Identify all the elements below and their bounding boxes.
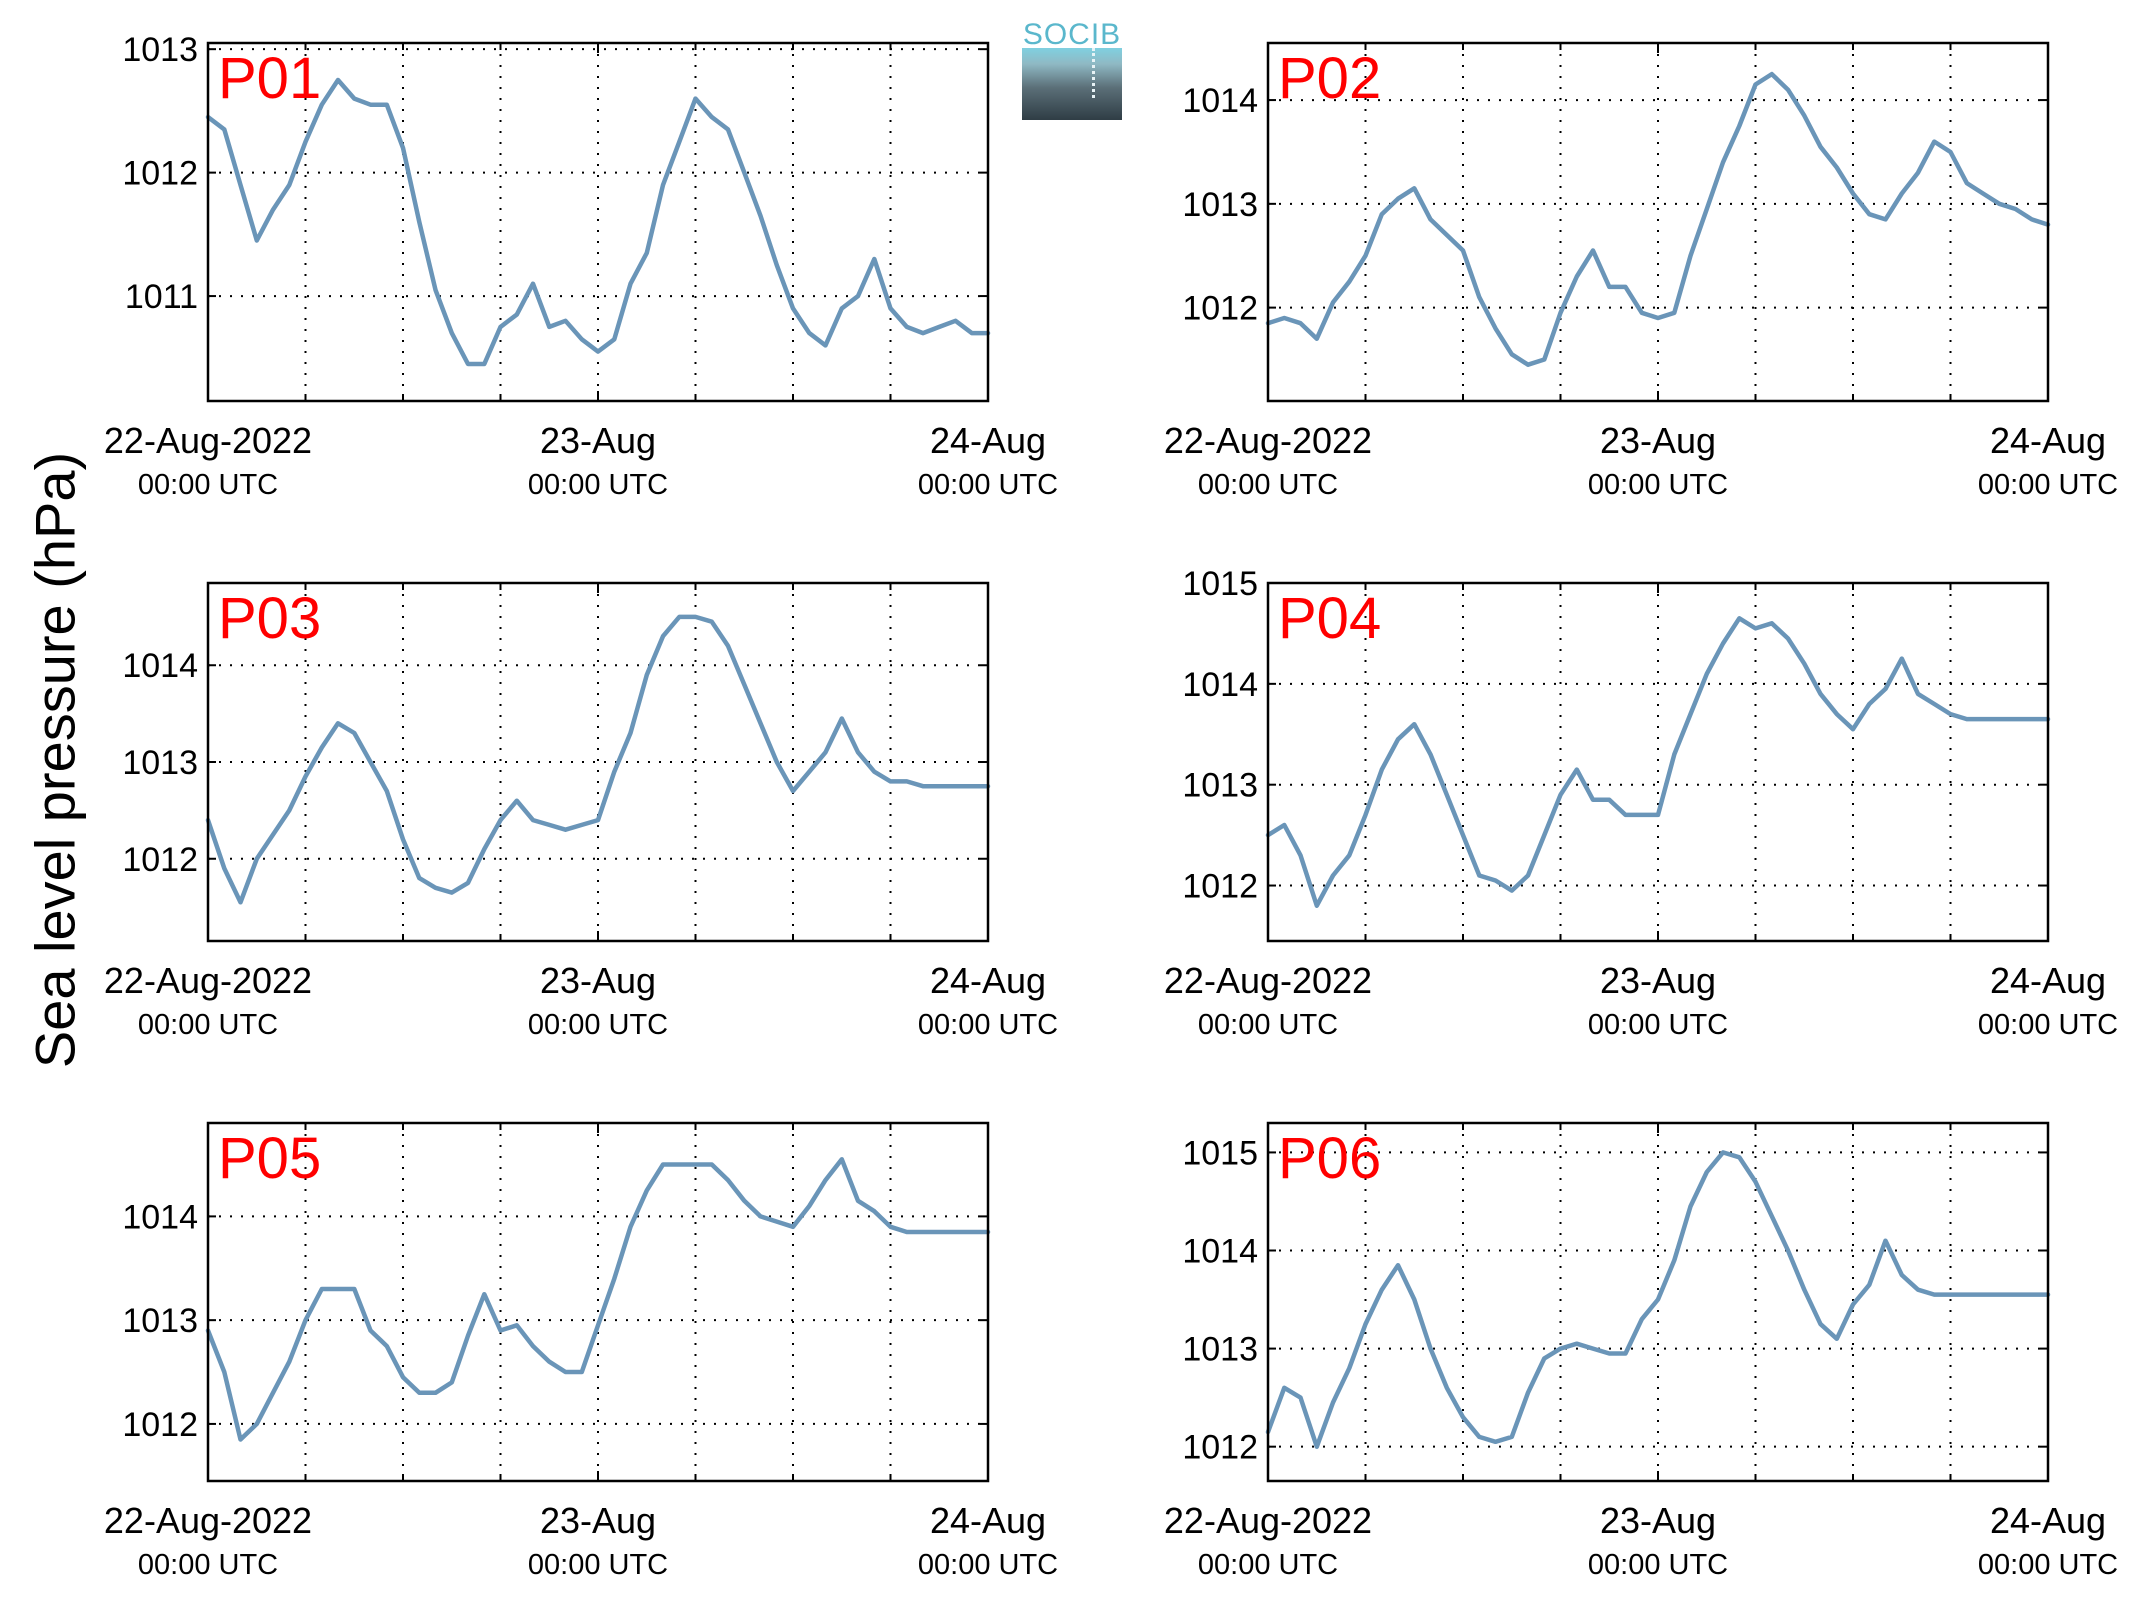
y-tick-label: 1013 xyxy=(122,31,198,69)
x-tick-label: 24-Aug xyxy=(1990,420,2106,461)
y-tick-label: 1012 xyxy=(122,155,198,193)
x-tick-label: 24-Aug xyxy=(1990,960,2106,1001)
x-tick-sublabel: 00:00 UTC xyxy=(1198,1549,1338,1581)
y-tick-label: 1012 xyxy=(122,841,198,879)
y-tick-label: 1013 xyxy=(1182,1331,1258,1369)
chart-panel-p03: 1012 1013 1014 22-Aug-2022 00:00 UTC 23-Aug 00… xyxy=(104,581,1058,1041)
y-axis-label: Sea level pressure (hPa) xyxy=(23,451,87,1069)
x-tick-label: 23-Aug xyxy=(540,960,656,1001)
x-tick-sublabel: 00:00 UTC xyxy=(918,1549,1058,1581)
y-tick-label: 1014 xyxy=(122,647,198,685)
panel-label: P04 xyxy=(1278,586,1381,651)
chart-panel-p01: 1011 1012 1013 22-Aug-2022 00:00 UTC 23-Aug 00… xyxy=(104,31,1058,501)
chart-panel-p04: 1012 1013 1014 1015 22-Aug-2022 00:00 UTC 23-A… xyxy=(1164,565,2118,1041)
y-tick-label: 1013 xyxy=(1182,767,1258,805)
x-tick-label: 23-Aug xyxy=(540,1500,656,1541)
chart-panel-p02: 1012 1013 1014 22-Aug-2022 00:00 UTC 23-Aug 00… xyxy=(1164,41,2118,501)
panel-label: P05 xyxy=(218,1126,321,1191)
y-tick-label: 1015 xyxy=(1182,565,1258,603)
x-tick-label: 23-Aug xyxy=(1600,1500,1716,1541)
plot-frame xyxy=(206,1121,990,1483)
y-tick-label: 1012 xyxy=(1182,1429,1258,1467)
plot-frame xyxy=(206,41,990,403)
series-line xyxy=(205,1157,991,1442)
plot-frame xyxy=(206,581,990,943)
x-tick-sublabel: 00:00 UTC xyxy=(918,469,1058,501)
y-tick-label: 1015 xyxy=(1182,1134,1258,1172)
x-tick-sublabel: 00:00 UTC xyxy=(528,469,668,501)
x-tick-label: 23-Aug xyxy=(540,420,656,461)
logo-graphic xyxy=(1022,48,1122,120)
x-tick-label: 24-Aug xyxy=(930,960,1046,1001)
x-tick-label: 22-Aug-2022 xyxy=(104,420,312,461)
x-tick-label: 23-Aug xyxy=(1600,960,1716,1001)
x-tick-sublabel: 00:00 UTC xyxy=(1198,469,1338,501)
y-tick-label: 1012 xyxy=(122,1406,198,1444)
x-tick-label: 24-Aug xyxy=(1990,1500,2106,1541)
x-tick-label: 23-Aug xyxy=(1600,420,1716,461)
x-tick-sublabel: 00:00 UTC xyxy=(1588,1009,1728,1041)
chart-panel-p05: 1012 1013 1014 22-Aug-2022 00:00 UTC 23-Aug 00… xyxy=(104,1121,1058,1581)
y-tick-label: 1012 xyxy=(1182,290,1258,328)
logo-text: SOCIB xyxy=(1022,18,1122,51)
y-tick-label: 1013 xyxy=(1182,186,1258,224)
y-tick-label: 1014 xyxy=(1182,666,1258,704)
panel-label: P01 xyxy=(218,46,321,111)
x-tick-sublabel: 00:00 UTC xyxy=(138,1009,278,1041)
x-tick-label: 22-Aug-2022 xyxy=(1164,420,1372,461)
x-tick-label: 24-Aug xyxy=(930,420,1046,461)
x-tick-sublabel: 00:00 UTC xyxy=(1978,469,2118,501)
y-tick-label: 1014 xyxy=(1182,1233,1258,1271)
y-tick-label: 1012 xyxy=(1182,868,1258,906)
x-tick-sublabel: 00:00 UTC xyxy=(1978,1009,2118,1041)
x-tick-sublabel: 00:00 UTC xyxy=(1588,469,1728,501)
x-tick-sublabel: 00:00 UTC xyxy=(528,1549,668,1581)
x-tick-label: 24-Aug xyxy=(930,1500,1046,1541)
plot-frame xyxy=(1266,581,2050,943)
y-tick-label: 1013 xyxy=(122,744,198,782)
logo-dash xyxy=(1092,48,1095,98)
series-line xyxy=(205,614,991,905)
x-tick-sublabel: 00:00 UTC xyxy=(138,1549,278,1581)
series-line xyxy=(1265,1150,2051,1449)
x-tick-sublabel: 00:00 UTC xyxy=(1198,1009,1338,1041)
socib-logo: SOCIB xyxy=(1022,18,1122,120)
x-tick-label: 22-Aug-2022 xyxy=(1164,960,1372,1001)
y-tick-label: 1014 xyxy=(122,1198,198,1236)
x-tick-label: 22-Aug-2022 xyxy=(104,1500,312,1541)
x-tick-sublabel: 00:00 UTC xyxy=(918,1009,1058,1041)
plot-frame xyxy=(1266,1121,2050,1483)
x-tick-sublabel: 00:00 UTC xyxy=(528,1009,668,1041)
panel-label: P02 xyxy=(1278,46,1381,111)
series-line xyxy=(1265,616,2051,908)
x-tick-label: 22-Aug-2022 xyxy=(1164,1500,1372,1541)
x-tick-label: 22-Aug-2022 xyxy=(104,960,312,1001)
series-line xyxy=(205,77,991,367)
chart-panel-p06: 1012 1013 1014 1015 22-Aug-2022 00:00 UTC 23-A… xyxy=(1164,1121,2118,1581)
y-tick-label: 1011 xyxy=(125,278,198,316)
panel-label: P03 xyxy=(218,586,321,651)
x-tick-sublabel: 00:00 UTC xyxy=(1978,1549,2118,1581)
y-tick-label: 1013 xyxy=(122,1302,198,1340)
panel-label: P06 xyxy=(1278,1126,1381,1191)
x-tick-sublabel: 00:00 UTC xyxy=(138,469,278,501)
x-tick-sublabel: 00:00 UTC xyxy=(1588,1549,1728,1581)
series-line xyxy=(1265,71,2051,367)
y-tick-label: 1014 xyxy=(1182,82,1258,120)
plot-frame xyxy=(1266,41,2050,403)
